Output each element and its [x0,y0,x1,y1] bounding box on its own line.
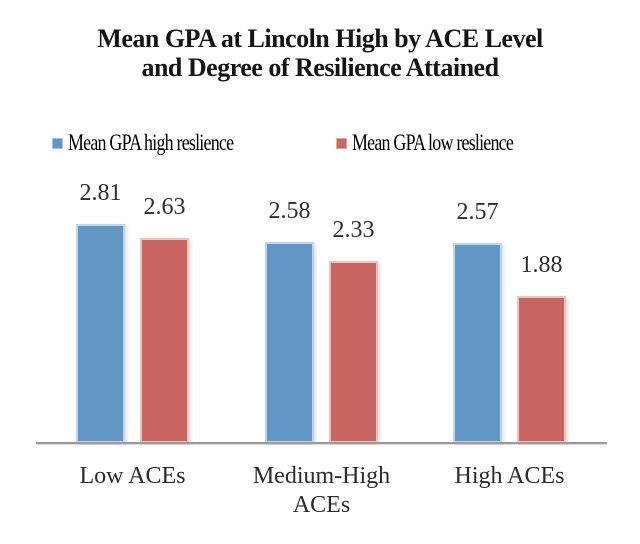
x-axis-label-medium-high-aces: Medium-High ACEs [252,463,391,518]
chart-title: Mean GPA at Lincoln High by ACE Level an… [0,24,640,82]
value-label-mean-gpa-low-reslience-low-aces: 2.63 [143,194,186,220]
legend-label-low-resilience: Mean GPA low reslience [352,130,514,155]
x-axis-line [36,442,607,444]
bar-mean-gpa-high-reslience-low-aces [76,224,125,443]
value-label-mean-gpa-high-reslience-high-aces: 2.57 [456,199,499,225]
bar-mean-gpa-high-reslience-medium-high-aces [265,242,314,443]
chart-title-line1: Mean GPA at Lincoln High by ACE Level [97,24,543,53]
value-label-mean-gpa-high-reslience-low-aces: 2.81 [79,180,122,206]
x-axis-label-low-aces: Low ACEs [79,463,186,489]
legend-item-low-resilience: Mean GPA low reslience [336,130,558,155]
legend-item-high-resilience: Mean GPA high reslience [52,130,280,155]
legend-swatch-high-resilience [52,137,63,149]
legend-label-high-resilience: Mean GPA high reslience [68,130,234,155]
bar-mean-gpa-low-reslience-medium-high-aces [329,261,378,443]
bar-mean-gpa-low-reslience-high-aces [517,296,566,443]
bar-mean-gpa-low-reslience-low-aces [140,238,189,443]
chart-title-line2: and Degree of Resilience Attained [141,53,499,82]
value-label-mean-gpa-low-reslience-high-aces: 1.88 [520,252,563,278]
value-label-mean-gpa-low-reslience-medium-high-aces: 2.33 [332,217,375,243]
bar-mean-gpa-high-reslience-high-aces [453,243,502,443]
x-axis-label-high-aces: High ACEs [454,463,565,489]
value-label-mean-gpa-high-reslience-medium-high-aces: 2.58 [268,198,311,224]
legend-swatch-low-resilience [336,137,347,149]
